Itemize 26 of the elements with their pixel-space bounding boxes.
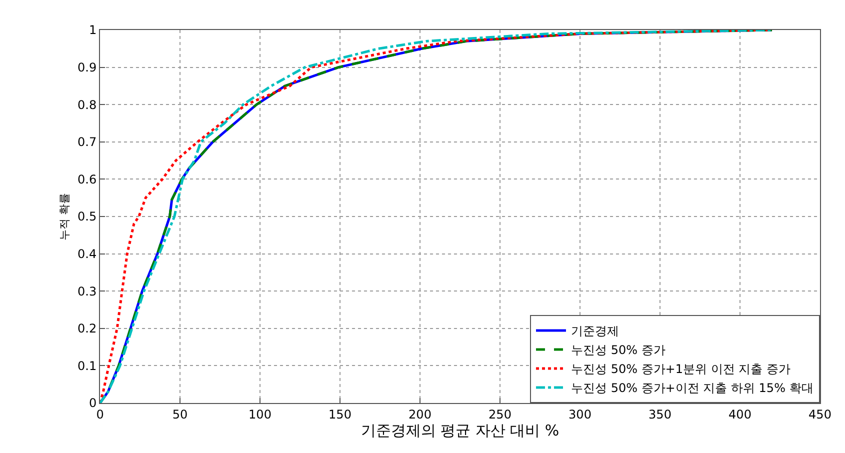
y-tick-label: 0.7	[78, 135, 97, 150]
x-axis-title: 기준경제의 평균 자산 대비 %	[360, 421, 560, 440]
x-tick-label: 450	[808, 407, 832, 422]
y-tick-label: 0.1	[78, 358, 97, 373]
y-tick-label: 0.3	[78, 284, 97, 298]
y-axis-title: 누적 확률	[58, 192, 72, 240]
legend-label: 기준경제	[571, 324, 619, 338]
x-tick-label: 200	[408, 407, 432, 422]
y-tick-label: 0.5	[78, 210, 97, 224]
y-tick-label: 0.9	[78, 60, 97, 74]
legend-label: 누진성 50% 증가+이전 지출 하위 15% 확대	[571, 381, 814, 396]
x-tick-label: 250	[488, 407, 512, 422]
y-tick-label: 0	[88, 396, 97, 410]
x-tick-label: 100	[248, 407, 272, 422]
x-tick-label: 50	[172, 407, 188, 422]
y-tick-label: 1	[88, 23, 97, 38]
y-tick-label: 0.2	[78, 322, 97, 336]
legend-label: 누진성 50% 증가	[571, 343, 666, 358]
x-tick-label: 350	[648, 407, 672, 422]
x-tick-label: 400	[728, 407, 752, 422]
y-tick-label: 0.8	[78, 98, 97, 112]
x-tick-label: 150	[328, 407, 352, 422]
y-tick-label: 0.4	[78, 247, 97, 261]
y-tick-label: 0.6	[78, 172, 97, 186]
legend-label: 누진성 50% 증가+1분위 이전 지출 증가	[571, 362, 790, 376]
x-tick-label: 300	[568, 407, 592, 422]
